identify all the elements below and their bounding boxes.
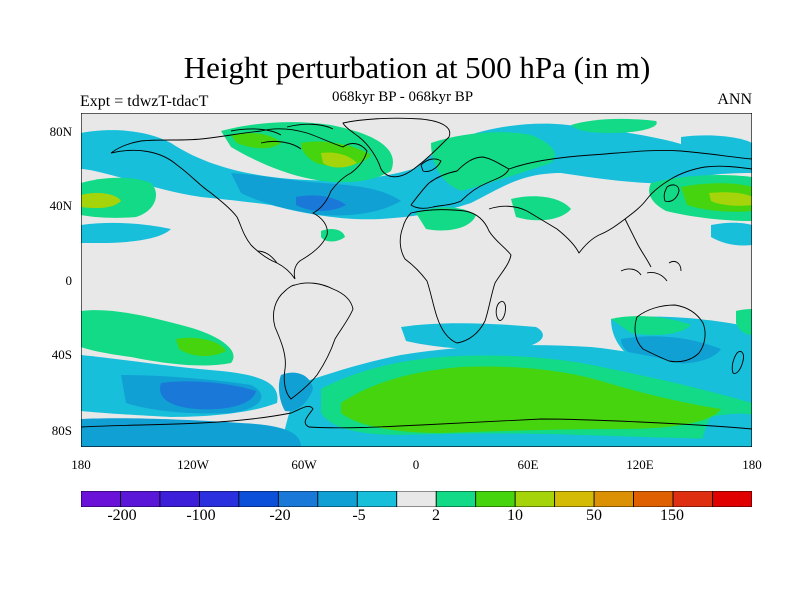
x-tick-0: 0 [412,457,420,472]
coast-south-america [273,282,354,400]
season-label: ANN [717,91,752,108]
colorbar-box-9 [435,491,477,507]
colorbar-box-3 [199,491,240,507]
contour-yellow-greenland [321,152,357,168]
coast-arctic-islands [230,123,334,150]
contour-lightblue-s-indian [401,323,543,350]
colorbar [81,491,752,507]
contour-green-s-pacific-east [736,309,752,335]
colorbar-label-neg20: -20 [269,507,291,524]
x-tick-180w: 180 [71,457,91,472]
colorbar-label-10: 10 [507,507,523,524]
contour-yellow-n-pacific-east [709,192,752,206]
contour-darkgreen-s-pacific [176,337,226,357]
colorbar-label-neg5: -5 [352,507,366,524]
x-tick-180e: 180 [742,457,762,472]
colorbar-box-11 [514,491,556,507]
coast-greenland [342,117,451,178]
colorbar-box-1 [120,491,161,507]
y-tick-80s: 80S [51,423,72,438]
contour-green-mediterranean [416,207,476,231]
y-tick-80n: 80N [49,124,72,139]
colorbar-label-150: 150 [660,507,684,524]
x-tick-60w: 60W [291,457,317,472]
contour-fields [81,118,752,447]
colorbar-box-16 [712,491,752,507]
x-tick-120e: 120E [626,457,654,472]
contour-green-arctic-top [571,118,657,133]
chart-title: Height perturbation at 500 hPa (in m) [183,50,651,85]
colorbar-label-50: 50 [586,507,602,524]
coast-africa [399,209,512,344]
coastlines [81,117,752,430]
experiment-label: Expt = tdwzT-tdacT [80,93,209,110]
colorbar-box-7 [356,491,398,507]
coast-antarctica [81,406,752,430]
colorbar-box-4 [238,491,279,507]
contour-lightblue-pacific-north [711,222,752,246]
x-tick-60e: 60E [517,457,539,472]
colorbar-box-14 [633,491,674,507]
colorbar-box-10 [475,491,516,507]
colorbar-label-2: 2 [432,507,440,524]
colorbar-box-5 [277,491,319,507]
chart-subtitle: 068kyr BP - 068kyr BP [332,89,474,105]
contour-blue-north [231,173,401,216]
y-tick-40n: 40N [49,198,72,213]
x-tick-120w: 120W [177,457,209,472]
colorbar-box-13 [593,491,634,507]
colorbar-label-neg200: -200 [107,507,137,524]
contour-green-asia [511,196,571,221]
contour-blue-s-atlantic [278,372,313,412]
coast-australia [634,304,706,363]
colorbar-box-6 [317,491,358,507]
coast-new-zealand [731,350,744,374]
colorbar-box-12 [554,491,595,507]
coast-madagascar [495,301,506,321]
coast-japan [663,184,680,202]
contour-lightblue-n-tropics [81,222,171,243]
contour-lightblue-antarctic-east [701,413,752,447]
coast-indonesia [620,260,682,282]
colorbar-box-15 [672,491,713,507]
contour-green-s-indian-east [611,316,691,335]
colorbar-box-8 [396,491,437,507]
coast-asia [488,150,752,268]
contour-map [81,113,752,447]
contour-darkgreen-southern-ocean [341,366,721,433]
y-tick-40s: 40S [51,347,72,362]
colorbar-label-neg100: -100 [186,507,216,524]
colorbar-box-0 [81,491,121,507]
contour-blue-pocket [296,195,346,211]
coast-north-america [110,128,368,280]
contour-darkblue-s-pacific [160,381,256,410]
contour-yellow-n-pacific-west [81,193,121,209]
y-tick-0: 0 [65,273,73,288]
map-panel [81,113,752,447]
colorbar-box-2 [159,491,200,507]
contour-green-arctic-east [431,132,555,191]
